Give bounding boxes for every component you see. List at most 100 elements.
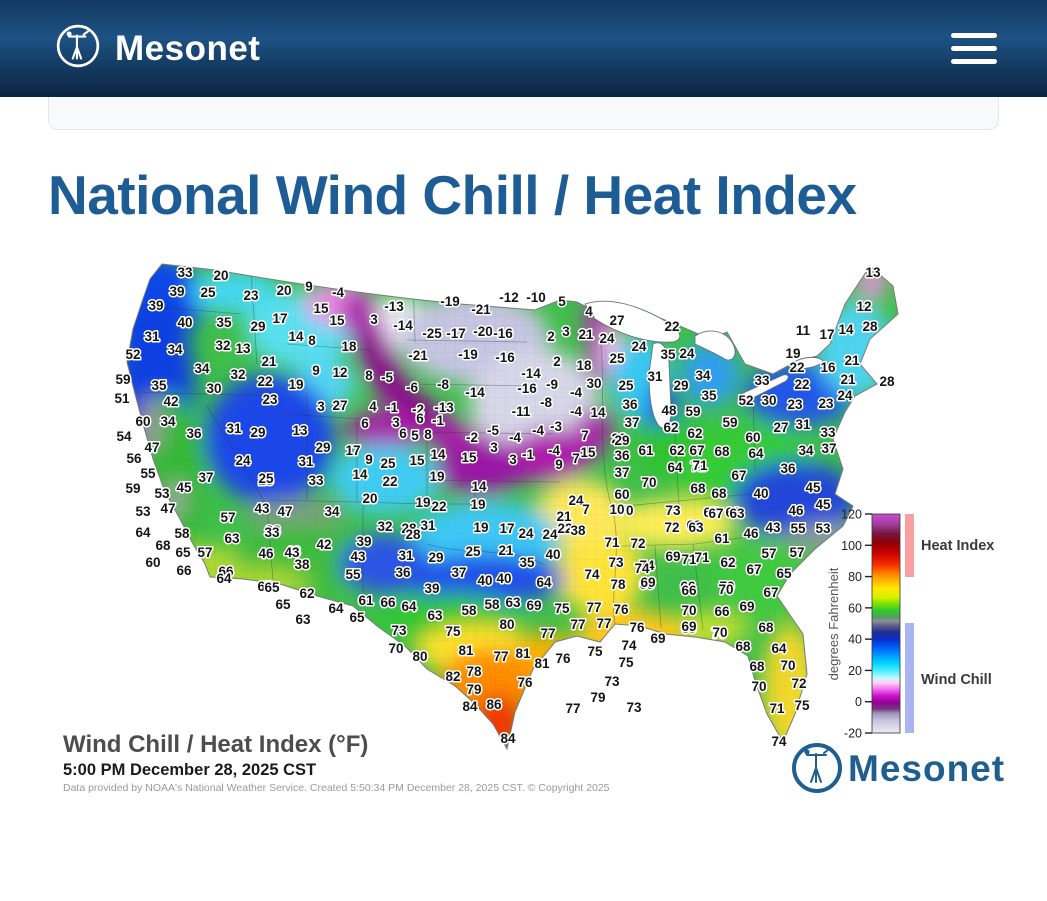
svg-text:70: 70: [719, 579, 734, 594]
svg-text:80: 80: [412, 649, 427, 664]
svg-text:75: 75: [794, 698, 810, 713]
svg-text:-4: -4: [509, 430, 521, 445]
svg-text:74: 74: [639, 558, 655, 573]
svg-text:71: 71: [690, 459, 706, 474]
svg-text:-11: -11: [512, 404, 531, 419]
svg-text:64: 64: [667, 460, 683, 475]
svg-text:15: 15: [409, 453, 425, 468]
svg-text:23: 23: [262, 392, 278, 407]
svg-text:71: 71: [681, 552, 697, 567]
svg-text:25: 25: [618, 378, 634, 393]
svg-text:66: 66: [714, 604, 730, 619]
svg-text:72: 72: [630, 536, 645, 551]
svg-text:7: 7: [572, 451, 580, 466]
svg-text:64: 64: [328, 601, 344, 616]
svg-text:46: 46: [788, 503, 804, 518]
svg-text:63: 63: [688, 520, 704, 535]
svg-text:42: 42: [163, 394, 178, 409]
svg-text:63: 63: [725, 505, 741, 520]
svg-text:59: 59: [125, 481, 140, 496]
svg-text:-4: -4: [548, 443, 560, 458]
svg-text:25: 25: [380, 456, 396, 471]
svg-text:29: 29: [614, 433, 629, 448]
svg-text:14: 14: [590, 405, 606, 420]
svg-text:74: 74: [771, 734, 787, 749]
svg-text:76: 76: [517, 675, 533, 690]
brand[interactable]: Mesonet: [55, 23, 260, 74]
svg-text:5: 5: [558, 294, 566, 309]
svg-text:-8: -8: [540, 395, 552, 410]
svg-text:36: 36: [186, 426, 202, 441]
svg-text:47: 47: [144, 440, 159, 455]
svg-text:28: 28: [862, 319, 878, 334]
svg-text:22: 22: [382, 474, 397, 489]
legend-axis-label: degrees Fahrenheit: [826, 568, 841, 681]
svg-text:68: 68: [690, 481, 706, 496]
svg-text:62: 62: [687, 426, 702, 441]
svg-text:10: 10: [609, 502, 624, 517]
svg-text:69: 69: [739, 599, 754, 614]
svg-text:63: 63: [505, 595, 521, 610]
svg-text:17: 17: [345, 443, 360, 458]
svg-text:-14: -14: [521, 366, 541, 381]
svg-text:77: 77: [493, 649, 508, 664]
svg-text:69: 69: [665, 549, 680, 564]
svg-text:63: 63: [427, 608, 443, 623]
site-header: Mesonet: [0, 0, 1047, 97]
svg-text:35: 35: [701, 388, 717, 403]
svg-text:34: 34: [324, 504, 340, 519]
truncated-card: [48, 97, 999, 130]
svg-text:-13: -13: [434, 400, 454, 415]
svg-text:14: 14: [288, 329, 304, 344]
svg-text:57: 57: [789, 545, 804, 560]
svg-text:64: 64: [135, 525, 151, 540]
svg-text:80: 80: [848, 570, 862, 584]
svg-text:43: 43: [284, 545, 300, 560]
svg-text:37: 37: [614, 465, 629, 480]
svg-text:73: 73: [665, 503, 681, 518]
svg-text:63: 63: [729, 506, 745, 521]
svg-text:22: 22: [431, 499, 446, 514]
svg-text:75: 75: [554, 601, 570, 616]
svg-text:100: 100: [841, 539, 862, 553]
svg-text:84: 84: [462, 699, 478, 714]
svg-text:-9: -9: [546, 377, 558, 392]
svg-text:68: 68: [714, 444, 730, 459]
svg-text:-14: -14: [393, 318, 413, 333]
svg-text:71: 71: [769, 701, 785, 716]
svg-text:73: 73: [608, 555, 624, 570]
svg-text:11: 11: [796, 323, 811, 338]
svg-text:77: 77: [596, 616, 611, 631]
page-title: National Wind Chill / Heat Index: [48, 164, 857, 226]
svg-text:2: 2: [553, 354, 561, 369]
svg-text:19: 19: [288, 377, 303, 392]
state-borders: [134, 272, 756, 637]
svg-text:27: 27: [773, 420, 788, 435]
svg-text:81: 81: [458, 643, 474, 658]
svg-text:76: 76: [629, 620, 645, 635]
svg-text:3: 3: [370, 312, 378, 327]
svg-text:66: 66: [218, 564, 234, 579]
svg-text:65: 65: [275, 597, 291, 612]
svg-text:67: 67: [731, 468, 746, 483]
weather-map: 33 20 39 25 23 20 9 -4 39 15 -13 -19 -21 -12 -10 5 4 40 35…: [55, 244, 1004, 814]
svg-text:74: 74: [634, 561, 650, 576]
svg-text:-14: -14: [465, 385, 485, 400]
svg-text:45: 45: [805, 480, 821, 495]
svg-text:6: 6: [361, 416, 369, 431]
svg-text:63: 63: [224, 531, 240, 546]
svg-text:38: 38: [294, 557, 310, 572]
svg-text:36: 36: [780, 461, 796, 476]
svg-text:-20: -20: [844, 727, 862, 741]
menu-button[interactable]: [947, 29, 1001, 68]
svg-text:19: 19: [429, 469, 444, 484]
svg-text:-4: -4: [532, 423, 544, 438]
svg-text:13: 13: [292, 423, 308, 438]
svg-text:57: 57: [220, 510, 235, 525]
svg-text:75: 75: [618, 655, 634, 670]
svg-text:40: 40: [753, 486, 768, 501]
svg-text:81: 81: [515, 646, 531, 661]
svg-text:23: 23: [243, 288, 259, 303]
svg-text:35: 35: [151, 378, 167, 393]
